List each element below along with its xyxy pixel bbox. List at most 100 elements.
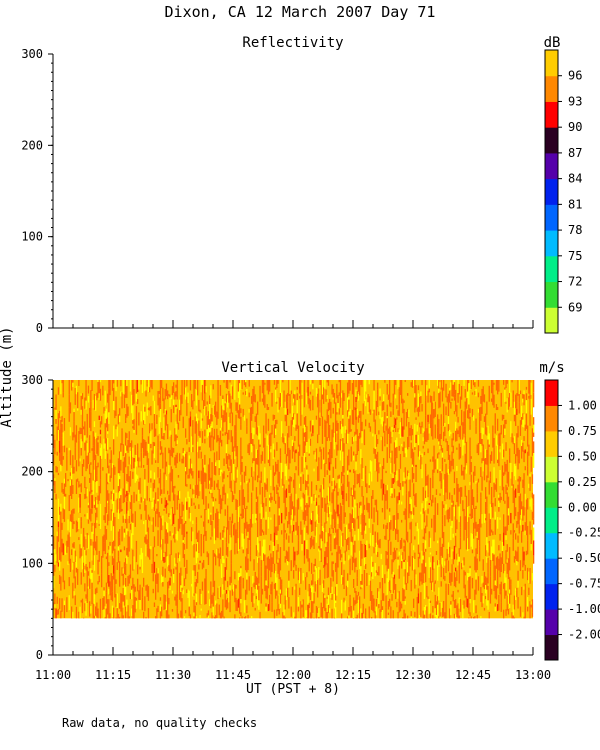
velocity-cell bbox=[84, 514, 86, 517]
velocity-cell bbox=[314, 452, 316, 460]
reflectivity-colorbar-segment bbox=[545, 204, 558, 231]
velocity-cell bbox=[301, 456, 303, 472]
velocity-cell bbox=[69, 472, 72, 476]
velocity-cell bbox=[61, 598, 63, 612]
velocity-cell bbox=[479, 518, 481, 531]
velocity-cell bbox=[264, 467, 266, 483]
velocity-cell bbox=[248, 409, 250, 413]
velocity-cell bbox=[350, 446, 352, 462]
velocity-cell bbox=[277, 544, 279, 552]
velocity-cell bbox=[119, 470, 121, 474]
velocity-cell bbox=[414, 536, 416, 540]
velocity-cell bbox=[327, 513, 330, 518]
velocity-cell bbox=[173, 513, 175, 525]
velocity-cell bbox=[113, 607, 115, 619]
velocity-cell bbox=[218, 468, 220, 476]
velocity-cell bbox=[61, 380, 63, 384]
velocity-cell bbox=[125, 380, 127, 393]
velocity-cell bbox=[84, 569, 86, 573]
velocity-cell bbox=[194, 416, 196, 422]
velocity-cell bbox=[126, 547, 128, 556]
velocity-cell bbox=[321, 484, 324, 498]
velocity-cell bbox=[257, 453, 259, 465]
velocity-cell bbox=[181, 393, 183, 404]
velocity-cell bbox=[482, 388, 484, 402]
velocity-cell bbox=[205, 406, 207, 416]
velocity-cell bbox=[68, 380, 70, 395]
velocity-cell bbox=[69, 514, 72, 522]
velocity-cell bbox=[86, 419, 88, 434]
velocity-cell bbox=[440, 414, 442, 427]
velocity-cell bbox=[432, 582, 434, 592]
velocity-cell bbox=[367, 402, 369, 414]
velocity-cell bbox=[335, 568, 337, 572]
velocity-cell bbox=[164, 409, 166, 415]
velocity-cell bbox=[374, 611, 376, 619]
velocity-cell bbox=[276, 484, 278, 495]
velocity-cell bbox=[258, 543, 260, 553]
velocity-cell bbox=[246, 388, 248, 397]
velocity-cell bbox=[156, 568, 158, 584]
velocity-cell bbox=[417, 528, 420, 545]
velocity-cell bbox=[122, 461, 124, 473]
velocity-cell bbox=[410, 425, 412, 441]
velocity-cell bbox=[230, 489, 232, 492]
velocity-cell bbox=[485, 518, 487, 521]
velocity-cell bbox=[515, 588, 517, 592]
velocity-cell bbox=[516, 453, 518, 457]
velocity-cell bbox=[337, 422, 339, 436]
velocity-cell bbox=[504, 526, 506, 536]
velocity-cell bbox=[497, 580, 499, 589]
velocity-cell bbox=[319, 488, 321, 493]
velocity-cell bbox=[79, 544, 81, 551]
velocity-cell bbox=[361, 574, 363, 582]
velocity-cell bbox=[477, 409, 480, 413]
velocity-cell bbox=[87, 452, 90, 465]
velocity-cell bbox=[512, 488, 514, 504]
velocity-cell bbox=[149, 548, 151, 560]
velocity-cell bbox=[249, 555, 252, 562]
velocity-cell bbox=[341, 599, 343, 614]
velocity-cell bbox=[351, 437, 354, 445]
velocity-cell bbox=[230, 560, 232, 564]
velocity-cell bbox=[169, 477, 171, 490]
velocity-cell bbox=[230, 430, 232, 443]
velocity-cell bbox=[279, 393, 282, 403]
velocity-cell bbox=[518, 480, 520, 493]
velocity-cell bbox=[175, 567, 177, 570]
velocity-cell bbox=[258, 600, 260, 610]
velocity-cell bbox=[183, 380, 186, 388]
velocity-cell bbox=[459, 537, 462, 550]
velocity-cell bbox=[116, 608, 118, 619]
velocity-cell bbox=[105, 438, 108, 451]
velocity-cell bbox=[212, 506, 214, 514]
velocity-cell bbox=[253, 427, 255, 435]
velocity-cell bbox=[93, 615, 96, 619]
velocity-cell bbox=[239, 537, 241, 550]
velocity-cell bbox=[488, 611, 490, 619]
velocity-cell bbox=[474, 508, 476, 517]
velocity-cell bbox=[277, 398, 279, 413]
velocity-cell bbox=[447, 542, 450, 554]
velocity-cell bbox=[132, 380, 134, 390]
velocity-cell bbox=[469, 408, 471, 414]
velocity-cell bbox=[61, 415, 63, 419]
velocity-cell bbox=[509, 448, 511, 456]
velocity-cell bbox=[102, 536, 104, 552]
velocity-cell bbox=[133, 607, 135, 615]
velocity-cell bbox=[145, 441, 147, 450]
velocity-cell bbox=[255, 596, 258, 600]
velocity-cell bbox=[134, 511, 136, 527]
velocity-cell bbox=[499, 559, 501, 567]
velocity-cell bbox=[399, 601, 402, 612]
velocity-cell bbox=[97, 462, 99, 468]
velocity-cell bbox=[444, 426, 446, 437]
velocity-cell bbox=[139, 566, 141, 570]
velocity-cell bbox=[56, 596, 58, 604]
velocity-cell bbox=[438, 393, 440, 409]
velocity-cell bbox=[311, 433, 313, 437]
velocity-cell bbox=[92, 525, 94, 534]
velocity-cell bbox=[134, 596, 136, 613]
velocity-cell bbox=[353, 585, 355, 588]
velocity-cell bbox=[467, 507, 469, 522]
